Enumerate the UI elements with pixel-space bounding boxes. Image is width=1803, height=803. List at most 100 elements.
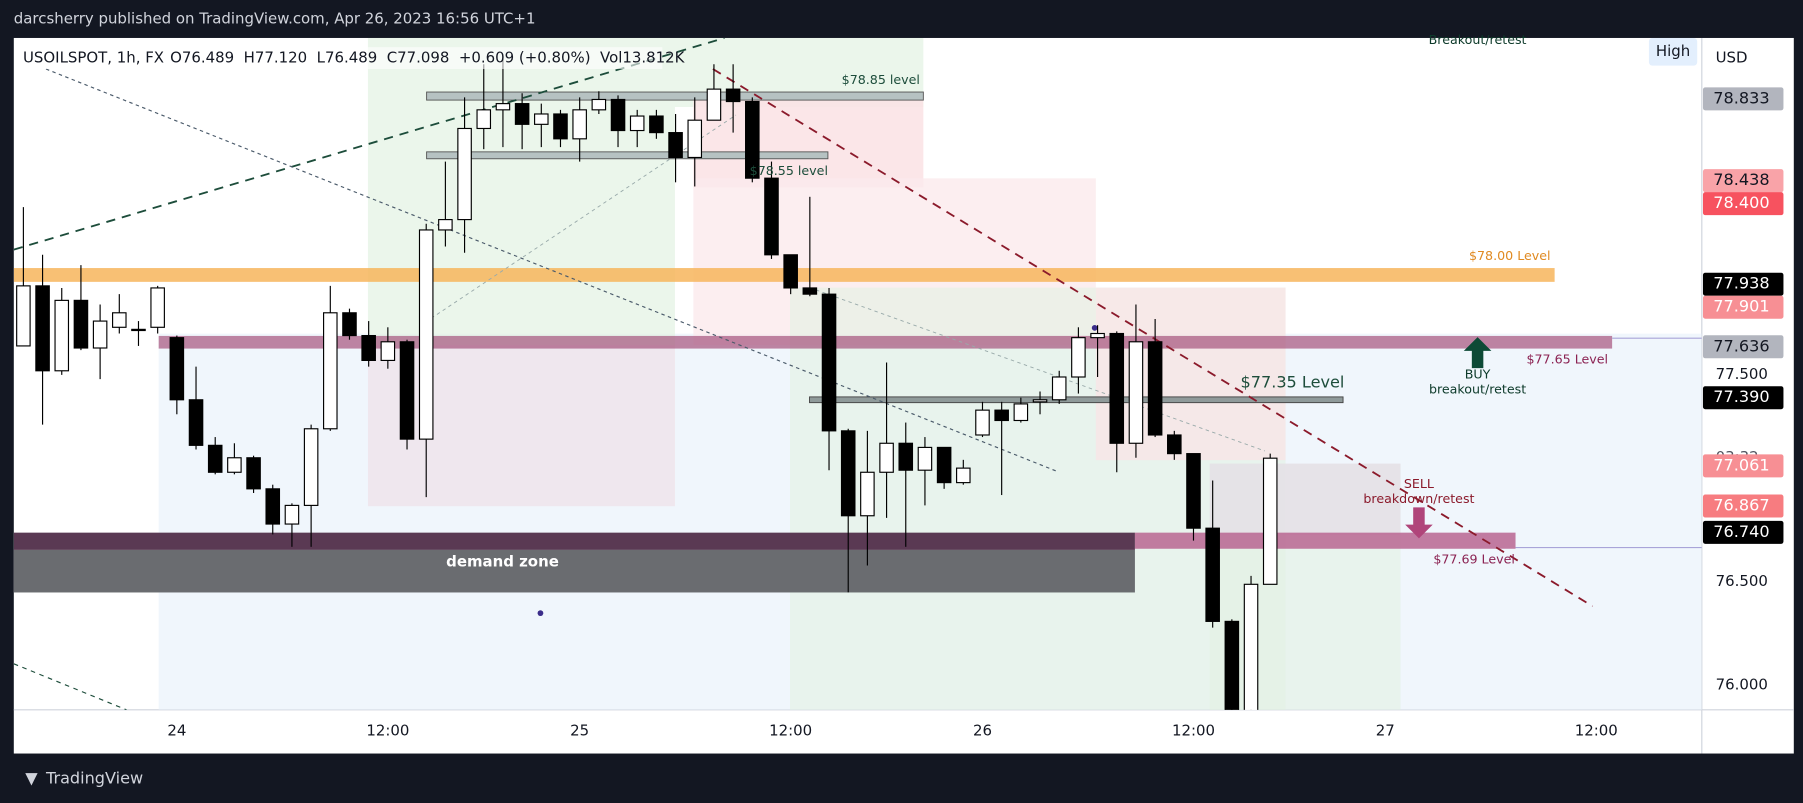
candle-body [399,341,415,440]
candle-body [898,442,914,471]
annotation: $78.85 level [842,72,920,87]
price-badge-label: 76.740 [1713,522,1769,541]
demand-zone [13,549,1135,593]
candle-body [361,334,376,362]
candle-body [860,471,875,517]
trend-line [712,68,1594,608]
currency: USD [1716,49,1748,67]
price-badge [1702,192,1784,216]
marker [537,610,544,617]
candle-body [821,293,837,432]
candle-body [745,100,760,179]
trend-line [13,663,127,710]
candle-body [1167,434,1182,455]
candle-body [35,285,50,372]
candle-body [131,328,146,332]
candle-body [1243,583,1259,710]
candle-body [706,88,722,121]
price-badge-label: 78.833 [1713,88,1769,107]
candle-body [668,132,683,159]
symbol: USOILSPOT, 1h, FX [23,49,164,67]
y-tick-label: 77.500 [1716,365,1768,383]
candle-body [1205,527,1220,622]
candle-body [1262,457,1278,585]
demand-band [13,532,1135,550]
trend-line [45,68,1059,473]
candle-body [956,467,971,484]
annotation: breakout/retest [1429,381,1526,396]
candle-body [1090,332,1105,339]
zone [693,97,924,188]
candle-body [150,287,165,328]
sell-arrow [1405,507,1433,539]
annotation: BUY [1465,367,1491,382]
annotation: $77.69 Level [1433,552,1515,567]
annotation: breakdown/retest [1363,491,1474,506]
candle-body [1071,337,1086,378]
candle-body [227,457,242,473]
candle-body [495,103,511,111]
candle-body [879,442,894,473]
annotation: demand zone [446,553,559,571]
price-badge [1702,295,1784,319]
zone [1209,534,1401,710]
trend-line [425,114,737,323]
candle-body [342,312,357,337]
candle-body [323,312,338,430]
y-tick-label: 76.500 [1716,572,1768,590]
drawings [13,37,1702,710]
price-badge [1702,520,1784,544]
annotation: Breakout/retest [1429,32,1527,47]
price-badge [1702,335,1784,359]
candle-body [476,109,492,130]
candle-body [1109,332,1125,444]
trend-line [809,287,1266,452]
candle-body [303,428,319,506]
candle-body [169,337,185,401]
x-tick-label: 12:00 [1575,722,1618,740]
candle-body [1032,399,1048,403]
price-scale [1701,37,1794,710]
candle-body [629,115,645,132]
zone [367,37,675,346]
candle-body [764,177,779,256]
candle-body [457,127,472,221]
zone [1095,287,1286,461]
candle-body [1128,341,1144,444]
price-badge [1702,169,1784,193]
price-badge [1702,386,1784,410]
price-badge-label: 78.400 [1713,193,1769,212]
candle-body [1013,403,1029,422]
price-badge-label: 76.867 [1713,496,1769,515]
candle-body [649,115,664,134]
price-badge-label: 78.438 [1713,170,1769,189]
candle-body [438,219,453,231]
candle-body [725,88,741,103]
candle-body [73,299,89,349]
price-badge [1702,272,1784,296]
annotation: $78.00 Level [1469,248,1551,263]
candle-body [802,287,818,295]
candle-body [783,254,798,289]
x-tick-label: 27 [1376,722,1395,740]
candle-body [265,488,281,525]
price-badge-label: 77.636 [1713,336,1769,355]
candle-body [418,229,434,440]
candle-body [16,285,31,347]
candle-body [687,119,703,159]
high-label: High [1656,42,1690,60]
candle-body [246,457,261,490]
marker [1091,324,1098,331]
x-tick-label: 26 [973,722,992,740]
candle-body [994,409,1009,422]
logo-mark: ▼ [25,768,38,787]
zone [1209,463,1401,535]
candle-body [1147,341,1163,436]
candle-body [572,109,587,140]
x-tick-label: 12:00 [366,722,409,740]
candle-body [840,430,856,517]
level-band [158,335,1613,349]
candle-body [92,320,108,349]
price-badge [1702,87,1784,111]
